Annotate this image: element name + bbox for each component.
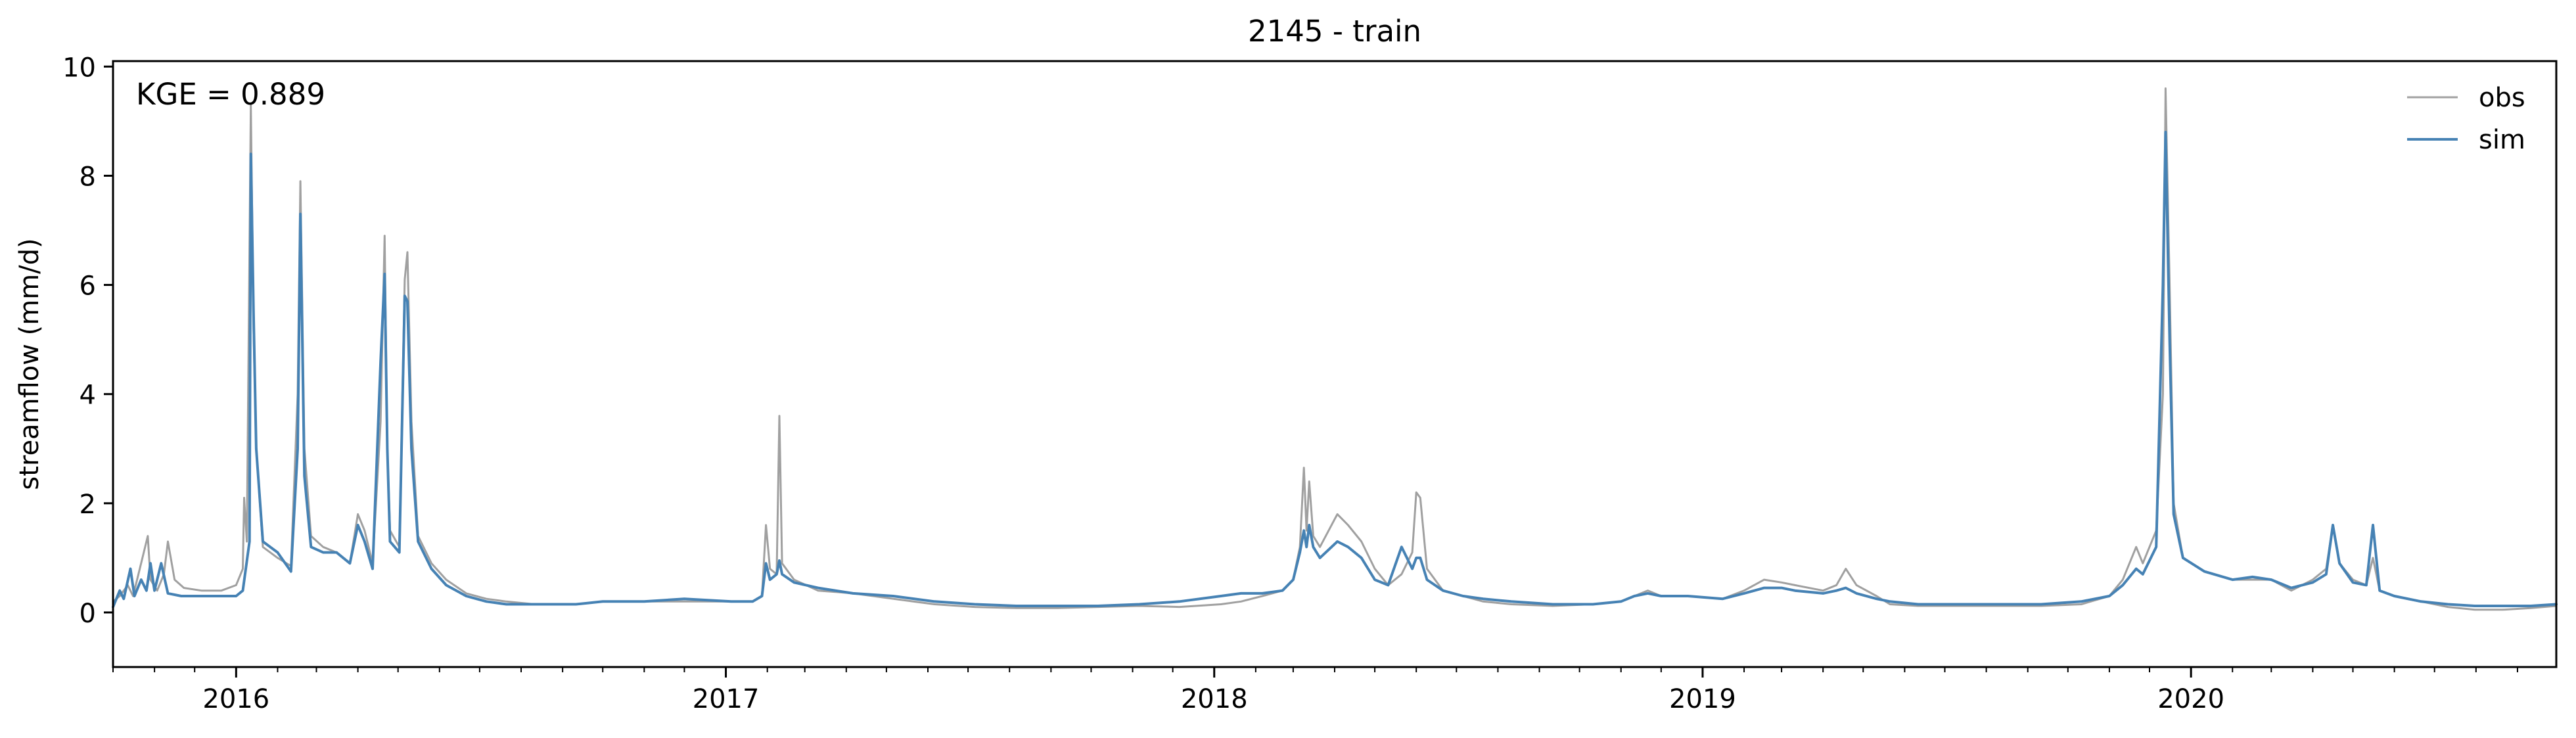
kge-annotation: KGE = 0.889 [136, 77, 325, 112]
chart-title: 2145 - train [1248, 14, 1421, 49]
series-lines [112, 87, 2558, 611]
x-tick-label: 2016 [202, 684, 269, 714]
y-tick-label: 4 [80, 381, 96, 411]
y-axis-label: streamflow (mm/d) [14, 238, 45, 490]
y-tick-label: 6 [80, 271, 96, 302]
plot-frame [112, 60, 2558, 668]
axis-ticks: 0 2 4 6 8 10 2016 2017 2018 2019 2020 [62, 53, 2518, 714]
legend-label-sim: sim [2479, 125, 2525, 155]
y-tick-label: 10 [62, 53, 96, 83]
legend: obs sim [2407, 83, 2525, 155]
x-tick-label: 2020 [2157, 684, 2224, 714]
x-tick-label: 2018 [1181, 684, 1248, 714]
y-tick-label: 8 [80, 162, 96, 192]
x-tick-label: 2017 [693, 684, 760, 714]
x-tick-label: 2019 [1669, 684, 1736, 714]
plot-background [113, 61, 2556, 667]
legend-label-obs: obs [2479, 83, 2525, 113]
series-line-sim [112, 131, 2558, 609]
y-tick-label: 0 [80, 599, 96, 629]
y-tick-label: 2 [80, 490, 96, 520]
